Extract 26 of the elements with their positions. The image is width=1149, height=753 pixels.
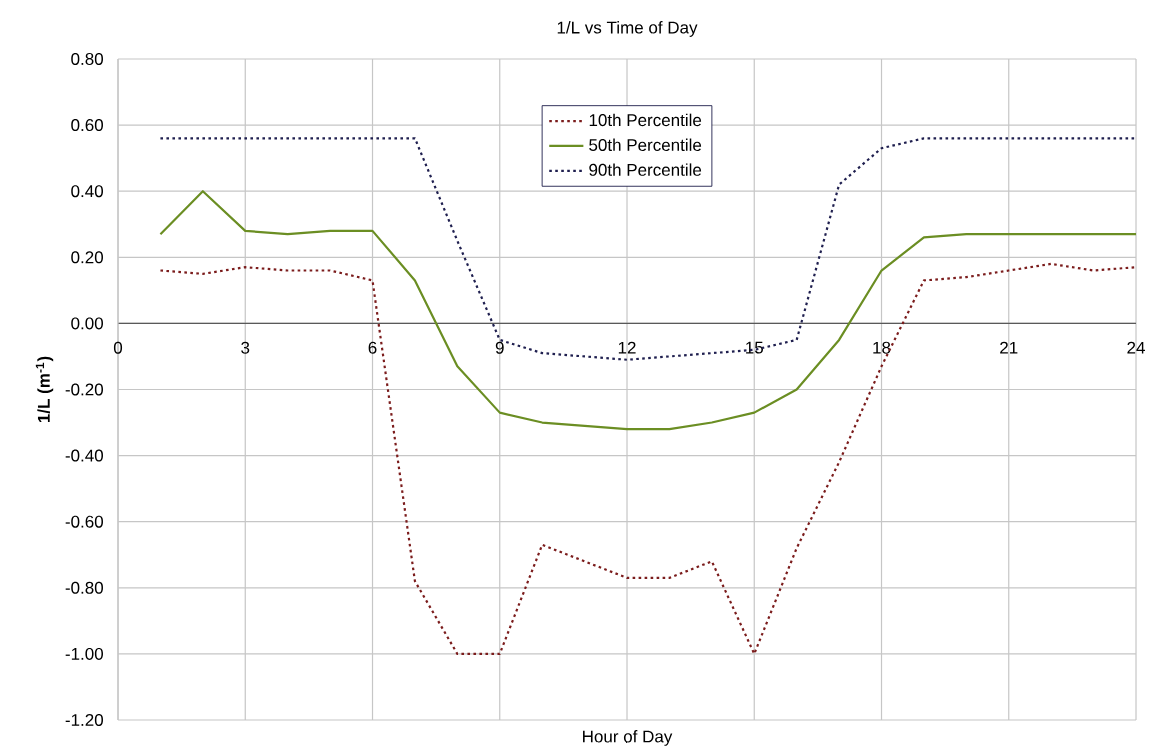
x-tick-label: 0 <box>113 341 123 354</box>
y-tick-label: -0.60 <box>65 515 103 528</box>
y-axis-title: 1/L (m$^{-1}$) <box>35 356 54 423</box>
y-tick-label: 0.00 <box>71 317 103 330</box>
y-tick-label: 0.20 <box>71 251 103 264</box>
y-tick-label: 0.80 <box>71 52 103 65</box>
x-tick-label: 24 <box>1127 341 1145 354</box>
y-tick-label: 0.60 <box>71 119 103 132</box>
legend-label: 50th Percentile <box>589 138 702 151</box>
y-tick-label: -0.80 <box>65 581 103 594</box>
y-tick-label: -1.00 <box>65 647 103 660</box>
legend-label: 10th Percentile <box>589 113 702 127</box>
x-tick-label: 21 <box>1000 341 1018 354</box>
x-tick-label: 3 <box>241 341 250 354</box>
x-tick-label: 18 <box>873 341 891 354</box>
y-tick-label: 0.40 <box>71 185 103 198</box>
x-tick-label: 9 <box>495 341 504 354</box>
y-tick-label: -1.20 <box>65 713 103 726</box>
y-tick-label: -0.20 <box>65 383 103 396</box>
chart-title: 1/L vs Time of Day <box>557 21 698 37</box>
y-tick-label: -0.40 <box>65 449 103 462</box>
x-axis-title: Hour of Day <box>583 730 673 746</box>
legend-label: 90th Percentile <box>589 163 702 176</box>
x-tick-label: 6 <box>368 341 377 354</box>
x-tick-label: 12 <box>618 341 636 354</box>
x-tick-label: 15 <box>746 341 764 354</box>
